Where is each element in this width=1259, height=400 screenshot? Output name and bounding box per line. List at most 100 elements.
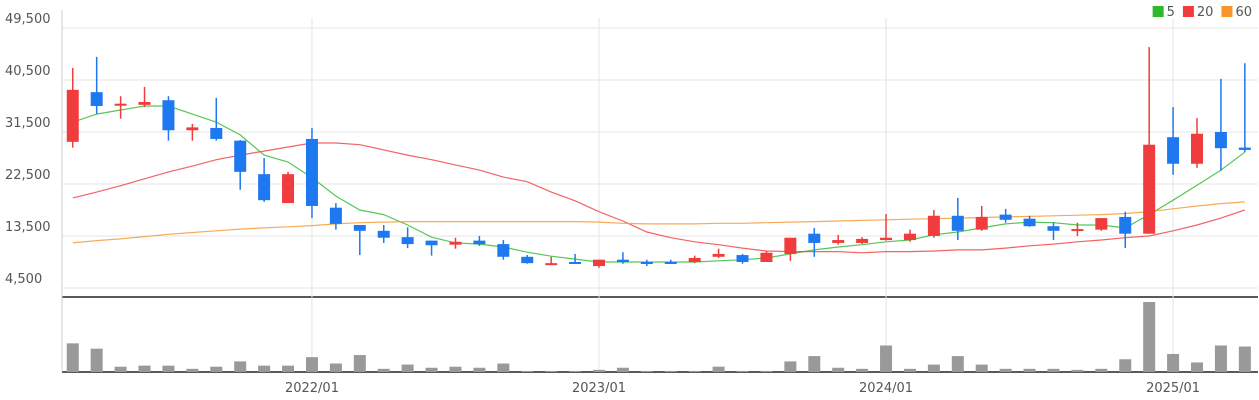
candle-body (569, 262, 582, 264)
candle-body (401, 237, 414, 245)
volume-bar (1071, 369, 1084, 372)
ma-line (72, 105, 1246, 263)
candle-body (66, 89, 79, 142)
candle-body (473, 240, 486, 245)
volume-bar (1095, 368, 1108, 372)
candle-body (927, 215, 940, 236)
volume-bar (1191, 362, 1204, 372)
volume-bar (497, 363, 510, 372)
candle-body (425, 240, 438, 246)
volume-bar (377, 368, 390, 372)
volume-bar (1023, 368, 1036, 372)
candle-body (353, 225, 366, 231)
x-tick-label: 2022/01 (285, 381, 339, 396)
volume-bar (784, 361, 797, 372)
y-tick-label: 13,500 (5, 220, 51, 235)
volume-bar (545, 370, 558, 372)
volume-bar (688, 370, 701, 372)
legend-swatch (1221, 6, 1233, 17)
volume-bar (521, 370, 534, 372)
volume-bar (90, 348, 103, 372)
volume-bar (927, 364, 940, 372)
candle-body (162, 100, 175, 131)
volume-bar (880, 345, 893, 372)
candle-body (210, 127, 223, 139)
volume-bar (856, 368, 869, 372)
volume-bar (1119, 359, 1132, 372)
volume-bar (186, 368, 199, 372)
candle-body (1047, 226, 1060, 231)
volume-bar (1167, 353, 1180, 372)
candle-body (1095, 218, 1108, 230)
volume-bar (305, 357, 318, 372)
volume-bar (616, 367, 629, 372)
candle-body (999, 214, 1012, 220)
ma-line (72, 142, 1245, 254)
candle-body (664, 262, 677, 264)
ma-line (72, 201, 1245, 244)
volume-bar (353, 355, 366, 372)
legend-swatch (1182, 6, 1194, 17)
y-tick-label: 22,500 (5, 168, 51, 183)
volume-bar (832, 367, 845, 372)
candle-body (1214, 132, 1227, 149)
candle-body (640, 262, 653, 264)
volume-bar (760, 370, 773, 372)
volume-bar (569, 370, 582, 372)
candle-body (545, 263, 558, 266)
volume-bar (664, 370, 677, 372)
candle-body (1167, 137, 1180, 164)
candle-body (903, 233, 916, 241)
candle-body (856, 238, 869, 243)
volume-bar (975, 364, 988, 372)
volume-bar (1047, 368, 1060, 372)
volume-bar (138, 365, 151, 372)
volume-bar (258, 365, 271, 372)
candle-body (1191, 133, 1204, 164)
candle-body (1119, 216, 1132, 234)
candle-body (186, 127, 199, 131)
candle-body (808, 233, 821, 243)
candle-body (880, 237, 893, 241)
candle-body (736, 255, 749, 262)
volume-bar (425, 367, 438, 372)
candle-body (497, 244, 510, 257)
volume-bar (329, 363, 342, 372)
legend-label: 60 (1235, 5, 1252, 20)
candle-body (1143, 144, 1156, 234)
y-tick-label: 31,500 (5, 116, 51, 131)
y-tick-label: 40,500 (5, 64, 51, 79)
volume-bar (1143, 302, 1156, 372)
candle-body (282, 174, 295, 204)
candle-body (688, 257, 701, 262)
candle-body (712, 253, 725, 257)
volume-bar (1214, 345, 1227, 372)
candle-body (832, 240, 845, 243)
candle-body (234, 140, 247, 172)
y-tick-label: 4,500 (5, 272, 42, 287)
volume-bar (712, 366, 725, 372)
volume-bar (162, 365, 175, 372)
candle-body (975, 216, 988, 230)
candle-body (329, 207, 342, 224)
volume-bar (593, 369, 606, 372)
candle-body (784, 237, 797, 254)
volume-bar (210, 366, 223, 372)
volume-bar (449, 366, 462, 372)
volume-bar (903, 368, 916, 372)
volume-bar (640, 370, 653, 372)
candle-body (305, 138, 318, 206)
candle-body (760, 252, 773, 262)
volume-bar (999, 368, 1012, 372)
volume-bar (234, 361, 247, 372)
y-tick-label: 49,500 (5, 12, 51, 27)
legend-label: 20 (1197, 5, 1214, 20)
plot: 4,500 13,500 22,500 31,500 40,500 49,500 2022/… (5, 5, 1258, 396)
candle-body (377, 230, 390, 238)
candle-body (1238, 147, 1251, 150)
volume-bar (282, 365, 295, 372)
volume-bar (66, 343, 79, 372)
candle-body (521, 256, 534, 264)
legend-swatch (1152, 6, 1164, 17)
